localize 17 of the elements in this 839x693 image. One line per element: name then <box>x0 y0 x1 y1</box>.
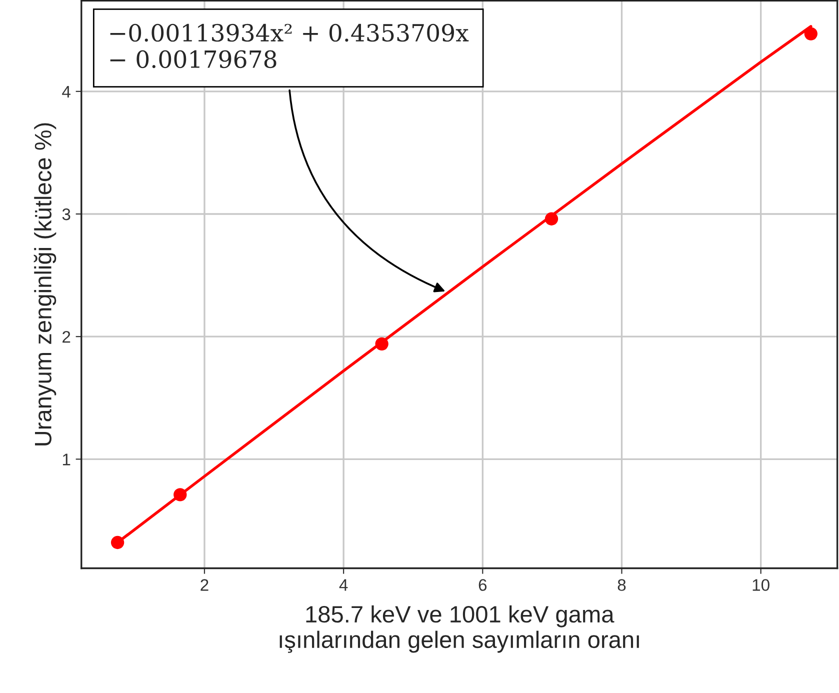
x-tick-label: 2 <box>200 579 208 591</box>
annotation: −0.00113934x² + 0.4353709x − 0.00179678 <box>110 24 469 68</box>
point <box>110 536 124 550</box>
point <box>174 488 187 502</box>
y-axis-title: Uranyum zenginliği (kütlece %) <box>34 123 56 446</box>
y-tick-label: 4 <box>62 86 70 98</box>
x-tick-label: 8 <box>618 579 626 591</box>
y-tick-label: 3 <box>62 208 70 220</box>
point <box>804 27 818 40</box>
point <box>375 337 388 351</box>
x-tick-label: 10 <box>752 579 770 591</box>
y-tick-label: 1 <box>62 454 70 466</box>
y-tick-label: 2 <box>62 330 70 343</box>
x-axis-title: 185.7 keV ve 1001 keV gama ışınlarından gelen sayımların oranı <box>280 605 639 653</box>
x-tick-label: 6 <box>478 579 487 591</box>
x-tick-label: 4 <box>339 579 348 591</box>
point <box>544 212 558 226</box>
